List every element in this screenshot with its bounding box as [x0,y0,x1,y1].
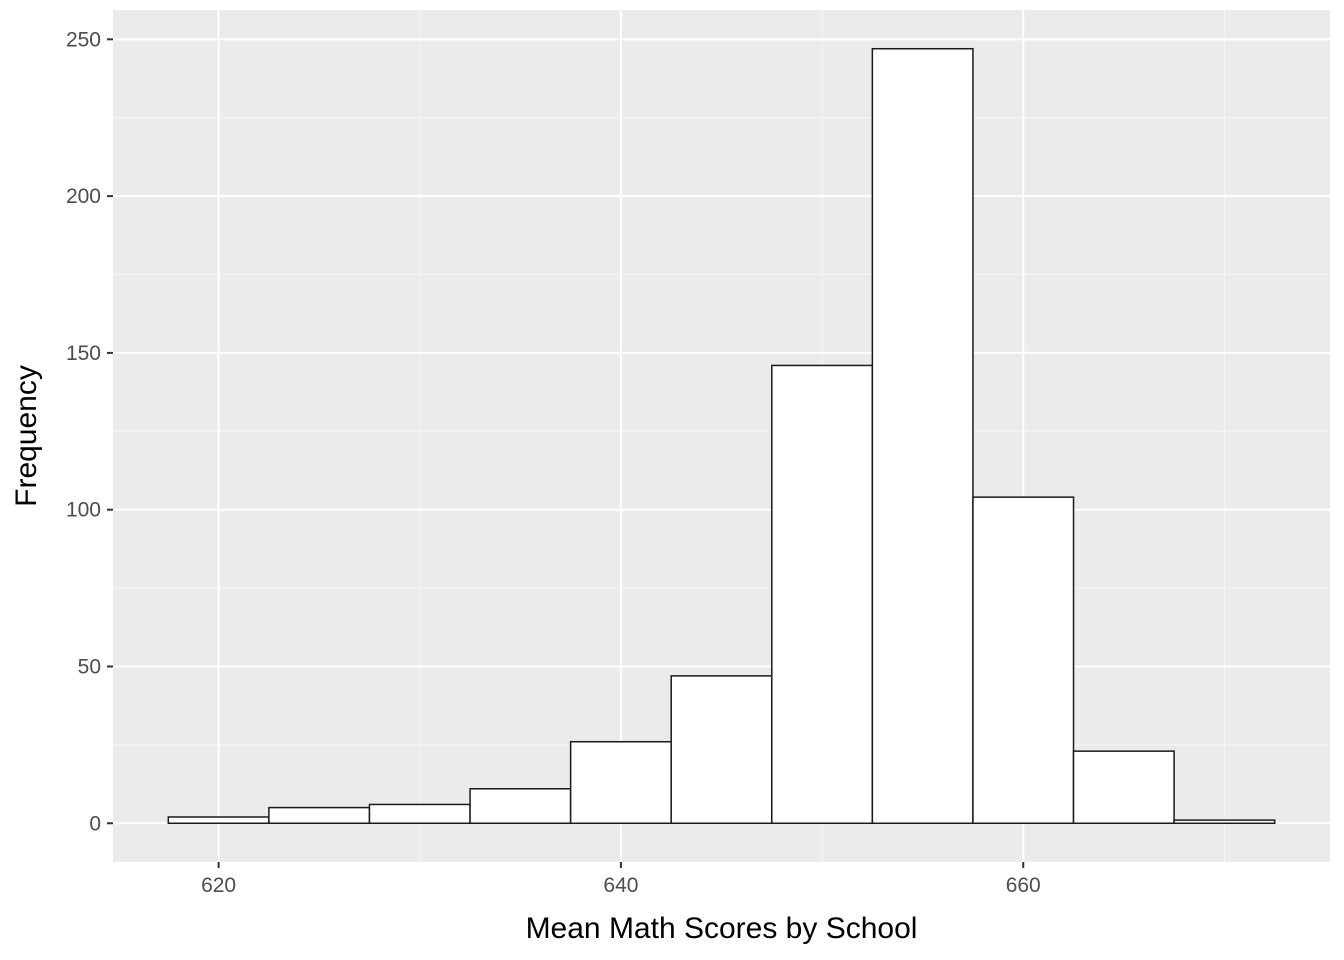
histogram-bar [368,803,471,825]
y-tick-label: 200 [66,185,101,208]
y-tick-label: 0 [89,812,101,835]
y-axis-title: Frequency [10,365,43,507]
histogram-bar [871,47,974,825]
histogram-bar [167,816,270,825]
histogram-bars [167,47,1276,825]
y-tick-label: 250 [66,28,101,51]
histogram-bar [972,496,1075,825]
axis-ticks [107,38,1025,868]
y-tick-label: 100 [66,499,101,522]
y-tick-label: 50 [78,655,101,678]
histogram-bar [569,740,672,825]
x-tick-label: 660 [1006,874,1041,897]
x-axis-title: Mean Math Scores by School [526,912,918,945]
histogram-bar [670,675,773,825]
histogram-bar [469,788,572,825]
histogram-bar [771,364,874,825]
x-tick-label: 640 [603,874,638,897]
y-tick-label: 150 [66,342,101,365]
histogram-bar [268,806,371,825]
axis-tick-labels: 620 640 660 0 50 100 150 200 250 [66,28,1041,897]
histogram-bar [1072,750,1175,825]
x-tick-label: 620 [201,874,236,897]
histogram-bar [1173,819,1276,825]
